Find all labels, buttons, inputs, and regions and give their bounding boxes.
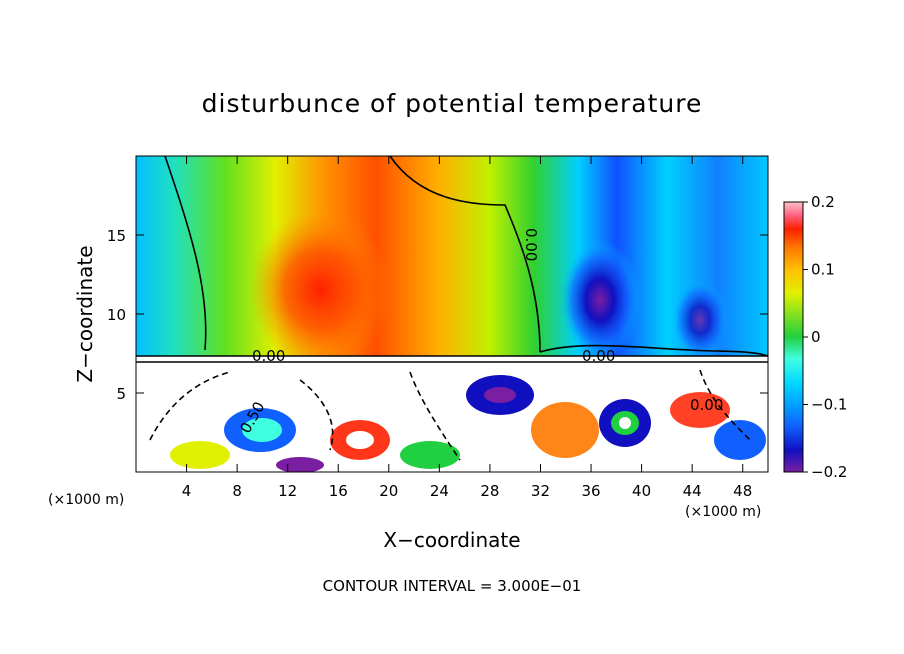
colorbar-tick-label: 0	[811, 328, 821, 346]
contour-label: 0.00	[690, 396, 723, 414]
y-axis-ticks: 5 10 15	[107, 227, 768, 403]
x-tick-label: 36	[581, 482, 600, 500]
x-unit-right: (×1000 m)	[685, 504, 761, 520]
y-tick-label: 10	[107, 306, 126, 324]
upper-field	[136, 156, 768, 356]
warm-anomaly	[250, 210, 390, 370]
x-tick-label: 24	[430, 482, 449, 500]
x-tick-label: 20	[379, 482, 398, 500]
contour-label: 0.00	[252, 347, 285, 365]
contour-label: 0.00	[522, 228, 540, 261]
cold-anomaly-right	[672, 280, 728, 360]
x-tick-label: 48	[733, 482, 752, 500]
contour-label: 0.00	[582, 347, 615, 365]
x-axis-title: X−coordinate	[383, 528, 520, 552]
x-tick-label: 16	[329, 482, 348, 500]
y-axis-title: Z−coordinate	[73, 245, 97, 382]
plot-area: 0.00 0.00 0.00 0.00 0.50	[136, 156, 768, 472]
contour-interval: CONTOUR INTERVAL = 3.000E−01	[323, 577, 582, 595]
lower-field-anomalies	[170, 375, 766, 472]
x-tick-label: 28	[480, 482, 499, 500]
x-tick-label: 12	[278, 482, 297, 500]
colorbar-tick-label: −0.1	[811, 396, 847, 414]
y-tick-label: 5	[116, 385, 126, 403]
chart-title: disturbunce of potential temperature	[202, 89, 703, 118]
y-tick-label: 15	[107, 227, 126, 245]
x-tick-label: 8	[232, 482, 242, 500]
x-tick-label: 40	[632, 482, 651, 500]
x-tick-label: 32	[531, 482, 550, 500]
colorbar-tick-label: 0.1	[811, 261, 835, 279]
contour-lines	[136, 156, 768, 461]
colorbar-ticks: 0.2 0.1 0 −0.1 −0.2	[803, 193, 847, 481]
x-unit-left: (×1000 m)	[48, 492, 124, 508]
cold-anomaly	[560, 240, 640, 360]
x-tick-label: 44	[683, 482, 702, 500]
colorbar	[783, 201, 804, 473]
colorbar-tick-label: 0.2	[811, 193, 835, 211]
x-axis-ticks: 4 8 12 16 20 24 28 32 36 40 44 48	[182, 156, 752, 500]
colorbar-tick-label: −0.2	[811, 463, 847, 481]
x-tick-label: 4	[182, 482, 192, 500]
